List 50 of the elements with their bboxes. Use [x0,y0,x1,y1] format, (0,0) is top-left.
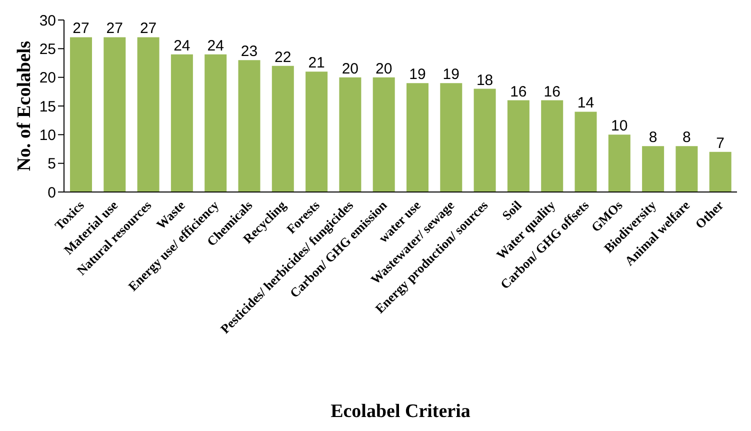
data-label: 20 [376,60,392,78]
bar [440,83,462,192]
y-tick-label: 15 [39,98,56,116]
bar [238,60,260,192]
bar [204,54,227,192]
bar [709,152,732,192]
y-tick-label: 10 [39,126,56,144]
data-label: 7 [716,134,725,152]
data-label: 16 [544,83,560,100]
data-label: 14 [577,94,594,112]
data-label: 21 [308,54,325,72]
data-label: 24 [207,37,224,54]
bar [406,83,428,192]
data-label: 16 [510,83,527,100]
bar [170,54,193,192]
bar [306,72,328,192]
bar [608,134,630,192]
bar [676,146,698,192]
bar [372,77,395,192]
data-label: 24 [174,37,190,54]
bar [339,77,362,192]
data-label: 19 [409,66,426,84]
data-label: 23 [240,43,258,60]
data-label: 8 [648,129,658,146]
bar [642,146,664,192]
bar [272,66,294,192]
y-tick-label: 0 [48,184,56,202]
x-tick-label: Soil [498,197,525,223]
x-axis-title: Ecolabel Criteria [330,401,471,422]
bar [137,37,160,192]
bar [474,88,496,192]
bar [507,100,530,192]
y-tick-label: 5 [48,156,56,173]
bar [574,112,597,192]
data-label: 27 [140,20,157,38]
data-label: 27 [72,20,90,38]
bar [104,37,126,192]
data-label: 18 [476,72,494,89]
data-label: 27 [106,20,123,38]
y-tick-label: 30 [39,12,56,30]
data-label: 8 [682,129,691,146]
data-label: 22 [274,48,292,66]
y-axis-title: No. of Ecolabels [14,40,35,172]
bar [541,100,564,192]
data-label: 19 [442,66,460,84]
data-label: 10 [611,118,628,135]
bar [70,37,92,192]
y-tick-label: 20 [39,70,56,87]
y-tick-label: 25 [39,40,56,58]
data-label: 20 [342,60,359,78]
